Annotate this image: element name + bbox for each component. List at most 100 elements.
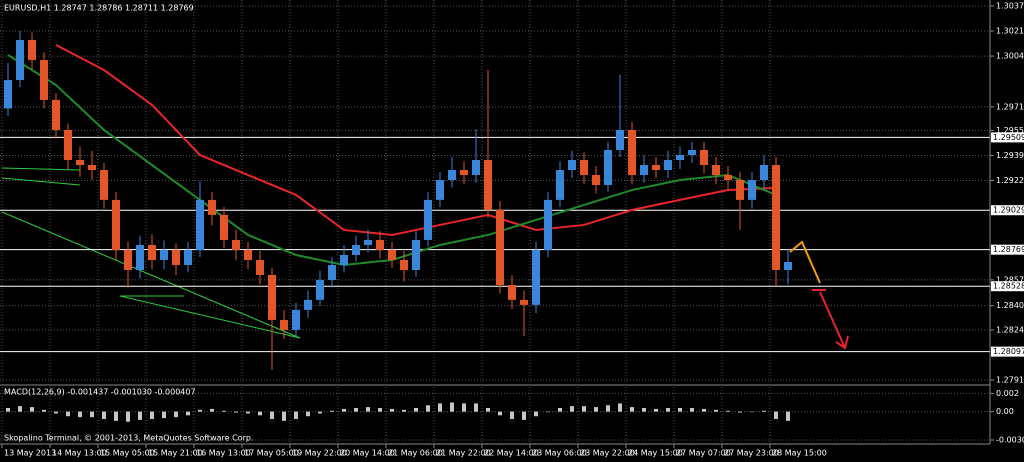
candle-body <box>172 249 180 265</box>
y-tick-label: 1.30045 <box>996 52 1024 61</box>
x-tick-label: 15 May 05:00 <box>100 449 155 458</box>
y-tick-label: 1.30210 <box>996 27 1024 36</box>
candle-body <box>112 199 120 250</box>
histogram-bar <box>126 411 130 422</box>
y-tick-label: 1.29555 <box>996 126 1024 135</box>
level-label: 1.29029 <box>993 206 1024 215</box>
moving-average <box>55 44 777 236</box>
candle-body <box>328 264 336 281</box>
candle-body <box>76 160 84 166</box>
histogram-bar <box>90 411 94 418</box>
candle-body <box>772 165 780 270</box>
trendline <box>1 177 81 186</box>
candle-body <box>592 175 600 186</box>
macd-pane: MACD(12,26,9) -0.001437 -0.001030 -0.000… <box>0 387 990 443</box>
candle-body <box>124 249 132 270</box>
histogram-bar <box>198 409 202 412</box>
candle-body <box>424 199 432 240</box>
histogram-bar <box>534 411 538 417</box>
candle-body <box>484 160 492 210</box>
chart-title: EURUSD,H1 1.28747 1.28786 1.28711 1.2876… <box>4 4 194 13</box>
candle-body <box>136 244 144 270</box>
histogram-bar <box>738 411 742 413</box>
candle-body <box>196 199 204 250</box>
candle-body <box>436 180 444 200</box>
forecast <box>789 240 849 350</box>
candle-body <box>568 160 576 171</box>
forecast-arrowhead <box>835 335 849 350</box>
candle-body <box>628 129 636 176</box>
candle-body <box>520 299 528 305</box>
candle-body <box>460 170 468 176</box>
candle-body <box>784 261 792 270</box>
histogram-bar <box>390 408 394 412</box>
candle-body <box>256 259 264 276</box>
x-tick-label: 20 May 14:00 <box>340 449 395 458</box>
copyright: Skopalino Terminal, © 2001-2013, MetaQuo… <box>4 434 253 443</box>
histogram-bar <box>630 407 634 412</box>
y-tick-label: 1.29390 <box>996 151 1024 160</box>
candle-body <box>52 99 60 130</box>
candle-body <box>736 180 744 200</box>
level-label: 1.29509 <box>993 133 1024 142</box>
trendline <box>119 295 301 339</box>
histogram-bar <box>378 407 382 412</box>
histogram-bar <box>426 405 430 412</box>
histogram-bar <box>330 410 334 412</box>
histogram-bar <box>462 403 466 412</box>
level-label-box <box>991 244 1024 255</box>
histogram-bar <box>270 411 274 419</box>
candle-body <box>556 170 564 200</box>
histogram-bar <box>342 408 346 412</box>
candle-body <box>232 239 240 250</box>
y-tick-label: 1.29225 <box>996 176 1024 185</box>
candle-body <box>688 149 696 155</box>
histogram-bar <box>642 407 646 412</box>
x-tick-label: 16 May 13:00 <box>196 449 251 458</box>
candle-body <box>412 239 420 270</box>
candle-body <box>532 249 540 305</box>
histogram-bar <box>186 411 190 416</box>
histogram-bar <box>486 407 490 412</box>
y-tick-label: 1.28570 <box>996 275 1024 284</box>
candle-body <box>676 154 684 160</box>
histogram-bar <box>102 411 106 419</box>
candle-body <box>280 319 288 330</box>
x-tick-label: 24 May 15:00 <box>628 449 683 458</box>
histogram-bar <box>558 407 562 412</box>
level-label-box <box>991 346 1024 357</box>
x-tick-label: 21 May 22:00 <box>436 449 491 458</box>
histogram-bar <box>66 411 70 417</box>
x-tick-label: 22 May 14:00 <box>484 449 539 458</box>
candle-body <box>244 249 252 260</box>
candle-body <box>88 165 96 171</box>
x-tick-label: 14 May 13:00 <box>52 449 107 458</box>
histogram-bar <box>162 411 166 419</box>
histogram-bar <box>774 411 778 419</box>
candle-body <box>352 244 360 255</box>
candle-body <box>604 149 612 186</box>
candle-body <box>760 165 768 181</box>
candle-body <box>148 244 156 260</box>
candle-body <box>160 249 168 260</box>
histogram-bar <box>402 409 406 412</box>
histogram-bar <box>618 403 622 412</box>
candle-body <box>724 175 732 181</box>
y-tick-label: 0.002 <box>996 389 1019 398</box>
histogram-bar <box>258 411 262 416</box>
histogram-bar <box>54 411 58 414</box>
candle-body <box>208 199 216 215</box>
x-tick-label: 21 May 06:00 <box>388 449 443 458</box>
histogram-bar <box>366 407 370 412</box>
y-tick-label: 0.00 <box>996 407 1014 416</box>
candle-body <box>220 214 228 240</box>
x-tick-label: 19 May 22:00 <box>292 449 347 458</box>
y-tick-label: 1.27910 <box>996 376 1024 385</box>
candle-body <box>340 254 348 265</box>
candle-body <box>316 280 324 300</box>
histogram-bar <box>78 411 82 418</box>
candle-body <box>16 39 24 81</box>
histogram-bar <box>306 411 310 417</box>
